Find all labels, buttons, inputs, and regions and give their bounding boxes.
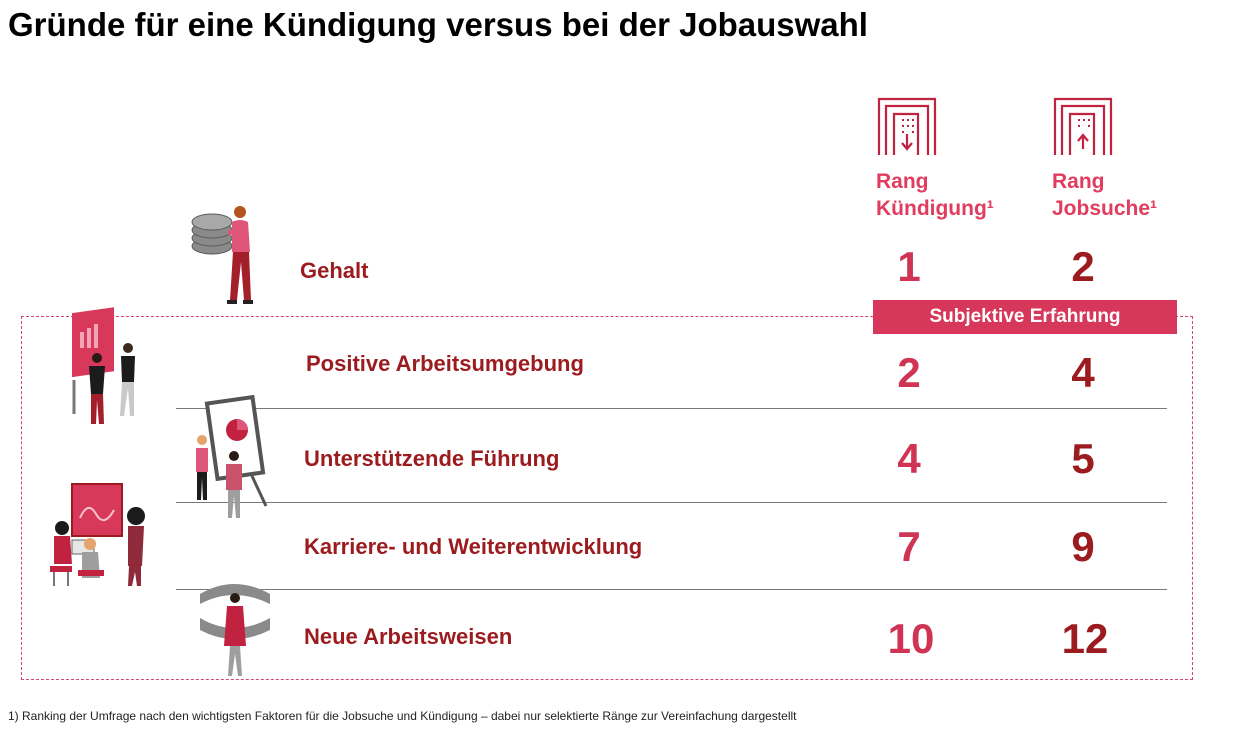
positive-environment-illustration [72, 307, 135, 424]
page-title: Gründe für eine Kündigung versus bei der… [8, 6, 868, 43]
rank-jobsuche-positive-environment: 4 [1071, 349, 1095, 396]
reason-label-supportive-leadership: Unterstützende Führung [304, 446, 560, 471]
new-ways-of-working-illustration [200, 584, 270, 676]
row-divider [176, 589, 1167, 590]
subjective-experience-box [21, 316, 1193, 680]
subjective-experience-banner: Subjektive Erfahrung [873, 300, 1177, 334]
rank-kuendigung-salary: 1 [897, 243, 921, 290]
rank-jobsuche-salary: 2 [1071, 243, 1095, 290]
column-header-line1: Rang [876, 170, 929, 193]
column-header-line2: Jobsuche¹ [1052, 197, 1158, 220]
rank-kuendigung-career-development: 7 [897, 523, 921, 570]
reason-label-salary: Gehalt [300, 258, 369, 283]
reason-label-new-ways-of-working: Neue Arbeitsweisen [304, 624, 513, 649]
reason-label-career-development: Karriere- und Weiterentwicklung [304, 534, 643, 559]
building-arrow-up-icon [1053, 97, 1113, 155]
column-header-jobsuche: Rang Jobsuche¹ [1052, 168, 1157, 222]
row-divider [176, 502, 1167, 503]
rank-kuendigung-positive-environment: 2 [897, 349, 921, 396]
supportive-leadership-illustration [196, 394, 268, 518]
column-header-line2: Kündigung¹ [876, 197, 994, 220]
rank-jobsuche-new-ways-of-working: 12 [1061, 615, 1109, 662]
building-arrow-down-icon [877, 97, 937, 155]
rank-kuendigung-supportive-leadership: 4 [897, 435, 921, 482]
row-divider [176, 408, 1167, 409]
salary-coins-person-illustration [191, 206, 253, 304]
rank-kuendigung-new-ways-of-working: 10 [887, 615, 935, 662]
footnote: 1) Ranking der Umfrage nach den wichtigs… [8, 709, 797, 723]
career-development-illustration [50, 483, 145, 586]
column-header-line1: Rang [1052, 170, 1105, 193]
rank-jobsuche-career-development: 9 [1071, 523, 1095, 570]
column-header-kuendigung: Rang Kündigung¹ [876, 168, 994, 222]
rank-jobsuche-supportive-leadership: 5 [1071, 435, 1095, 482]
reason-label-positive-environment: Positive Arbeitsumgebung [306, 351, 584, 376]
